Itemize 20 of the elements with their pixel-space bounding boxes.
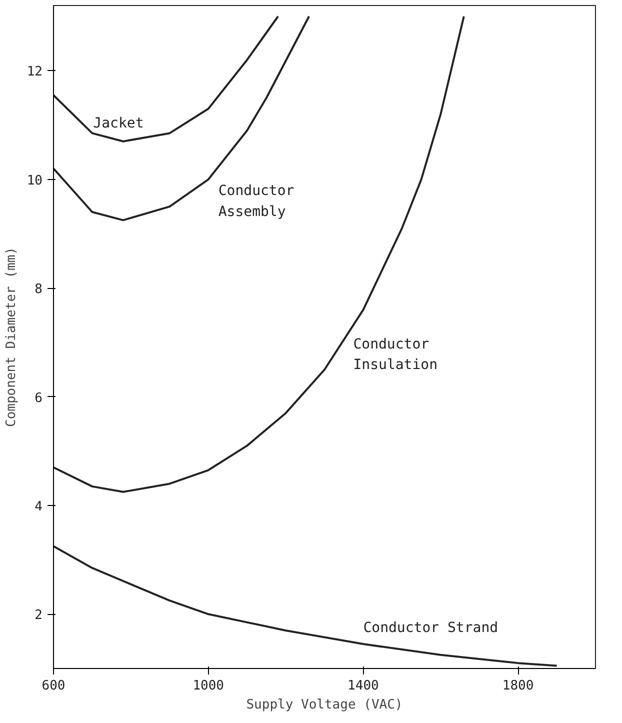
line-series <box>54 15 465 493</box>
line-series <box>54 15 310 222</box>
y-tick-label: 12 <box>26 64 43 80</box>
y-axis-title: Component Diameter (mm) <box>4 246 19 428</box>
line-series <box>54 15 280 142</box>
series-label: Jacket <box>93 115 144 132</box>
x-tick-label: 1400 <box>348 678 379 694</box>
y-tick-label: 4 <box>34 499 43 514</box>
series-label: Conductor Strand <box>363 620 498 636</box>
series-label: Conductor Insulation <box>353 336 438 374</box>
y-tick-label: 2 <box>34 608 42 624</box>
y-tick-label: 8 <box>34 282 42 298</box>
y-tick-label: 10 <box>26 173 43 188</box>
x-tick-label: 600 <box>42 678 66 694</box>
x-tick-label: 1000 <box>192 678 224 694</box>
x-tick-label: 1800 <box>502 678 534 694</box>
line-series <box>54 545 558 667</box>
x-axis-title: Supply Voltage (VAC) <box>246 698 403 712</box>
series-label: Conductor Assembly <box>218 183 294 220</box>
y-tick-label: 6 <box>34 390 42 406</box>
